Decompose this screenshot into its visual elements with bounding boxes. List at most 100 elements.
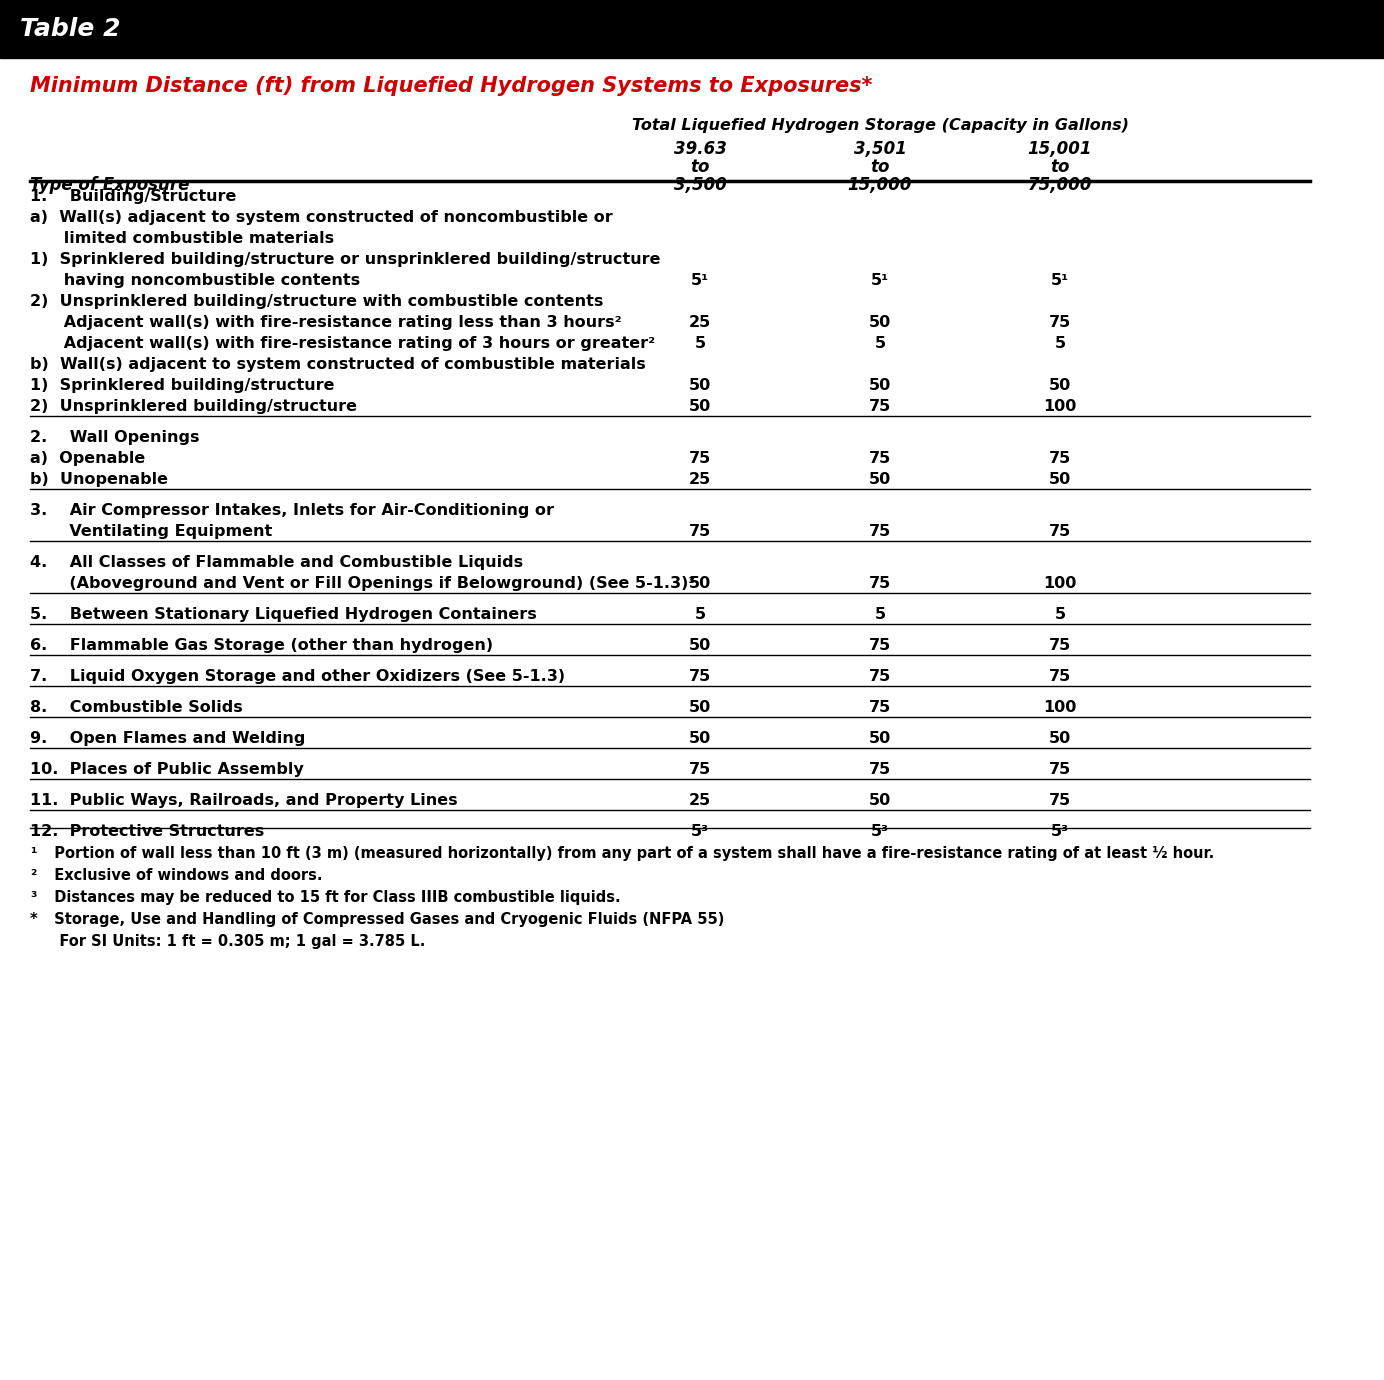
Text: 2)  Unsprinklered building/structure: 2) Unsprinklered building/structure [30, 399, 357, 414]
Text: 2)  Unsprinklered building/structure with combustible contents: 2) Unsprinklered building/structure with… [30, 294, 603, 309]
Text: Total Liquefied Hydrogen Storage (Capacity in Gallons): Total Liquefied Hydrogen Storage (Capaci… [631, 119, 1128, 132]
Text: 5¹: 5¹ [871, 273, 889, 288]
Text: 75: 75 [869, 638, 891, 653]
Text: 5³: 5³ [1050, 824, 1068, 839]
Text: limited combustible materials: limited combustible materials [30, 230, 334, 246]
Text: 25: 25 [689, 315, 711, 330]
Text: 75: 75 [689, 762, 711, 777]
Text: b)  Unopenable: b) Unopenable [30, 472, 167, 487]
Text: Table 2: Table 2 [19, 17, 120, 41]
Text: 75: 75 [1049, 762, 1071, 777]
Text: 15,000: 15,000 [848, 177, 912, 195]
Text: 5: 5 [1055, 335, 1066, 351]
Text: 75: 75 [689, 669, 711, 684]
Text: 75: 75 [1049, 451, 1071, 466]
Text: 50: 50 [869, 731, 891, 747]
Text: 5³: 5³ [691, 824, 709, 839]
Text: 50: 50 [689, 700, 711, 715]
Text: 75: 75 [869, 669, 891, 684]
Text: 75: 75 [689, 451, 711, 466]
Text: For SI Units: 1 ft = 0.305 m; 1 gal = 3.785 L.: For SI Units: 1 ft = 0.305 m; 1 gal = 3.… [44, 934, 425, 949]
Text: to: to [871, 157, 890, 177]
Text: 75: 75 [1049, 638, 1071, 653]
Text: *: * [30, 912, 37, 927]
Text: Distances may be reduced to 15 ft for Class IIIB combustible liquids.: Distances may be reduced to 15 ft for Cl… [44, 890, 620, 905]
Text: 75,000: 75,000 [1028, 177, 1092, 195]
Text: ³: ³ [30, 890, 36, 905]
Text: Portion of wall less than 10 ft (3 m) (measured horizontally) from any part of a: Portion of wall less than 10 ft (3 m) (m… [44, 846, 1214, 861]
Text: 100: 100 [1044, 575, 1077, 591]
Text: 50: 50 [689, 575, 711, 591]
Text: a)  Openable: a) Openable [30, 451, 145, 466]
Bar [0, 0, 1384, 58]
Text: to: to [691, 157, 710, 177]
Text: 75: 75 [1049, 524, 1071, 540]
Text: 75: 75 [869, 575, 891, 591]
Text: 75: 75 [869, 700, 891, 715]
Text: 50: 50 [1049, 731, 1071, 747]
Text: 10.  Places of Public Assembly: 10. Places of Public Assembly [30, 762, 303, 777]
Text: ¹: ¹ [30, 846, 36, 861]
Text: 5.    Between Stationary Liquefied Hydrogen Containers: 5. Between Stationary Liquefied Hydrogen… [30, 607, 537, 622]
Text: 5: 5 [875, 607, 886, 622]
Text: 9.    Open Flames and Welding: 9. Open Flames and Welding [30, 731, 306, 747]
Text: 75: 75 [1049, 669, 1071, 684]
Text: 50: 50 [869, 315, 891, 330]
Text: 7.    Liquid Oxygen Storage and other Oxidizers (See 5-1.3): 7. Liquid Oxygen Storage and other Oxidi… [30, 669, 565, 684]
Text: 8.    Combustible Solids: 8. Combustible Solids [30, 700, 242, 715]
Text: 2.    Wall Openings: 2. Wall Openings [30, 431, 199, 444]
Text: 50: 50 [1049, 378, 1071, 393]
Text: 50: 50 [689, 638, 711, 653]
Text: 100: 100 [1044, 399, 1077, 414]
Text: 100: 100 [1044, 700, 1077, 715]
Text: 25: 25 [689, 793, 711, 809]
Text: Storage, Use and Handling of Compressed Gases and Cryogenic Fluids (NFPA 55): Storage, Use and Handling of Compressed … [44, 912, 724, 927]
Text: 75: 75 [1049, 315, 1071, 330]
Text: 50: 50 [869, 378, 891, 393]
Text: (Aboveground and Vent or Fill Openings if Belowground) (See 5-1.3)³: (Aboveground and Vent or Fill Openings i… [30, 575, 695, 591]
Text: 39.63: 39.63 [674, 139, 727, 157]
Text: Minimum Distance (ft) from Liquefied Hydrogen Systems to Exposures*: Minimum Distance (ft) from Liquefied Hyd… [30, 76, 872, 97]
Text: 1)  Sprinklered building/structure or unsprinklered building/structure: 1) Sprinklered building/structure or uns… [30, 253, 660, 266]
Text: 4.    All Classes of Flammable and Combustible Liquids: 4. All Classes of Flammable and Combusti… [30, 555, 523, 570]
Text: 75: 75 [869, 451, 891, 466]
Text: 5: 5 [1055, 607, 1066, 622]
Text: Ventilating Equipment: Ventilating Equipment [30, 524, 273, 540]
Text: 50: 50 [689, 378, 711, 393]
Text: 50: 50 [869, 472, 891, 487]
Text: 5: 5 [695, 335, 706, 351]
Text: 75: 75 [869, 762, 891, 777]
Text: 5: 5 [695, 607, 706, 622]
Text: 3,500: 3,500 [674, 177, 727, 195]
Text: having noncombustible contents: having noncombustible contents [30, 273, 360, 288]
Text: Adjacent wall(s) with fire-resistance rating less than 3 hours²: Adjacent wall(s) with fire-resistance ra… [30, 315, 621, 330]
Text: 50: 50 [1049, 472, 1071, 487]
Text: 75: 75 [1049, 793, 1071, 809]
Text: 50: 50 [689, 731, 711, 747]
Text: 3.    Air Compressor Intakes, Inlets for Air-Conditioning or: 3. Air Compressor Intakes, Inlets for Ai… [30, 502, 554, 518]
Text: 5¹: 5¹ [691, 273, 709, 288]
Text: Exclusive of windows and doors.: Exclusive of windows and doors. [44, 868, 322, 883]
Text: 75: 75 [689, 524, 711, 540]
Text: 11.  Public Ways, Railroads, and Property Lines: 11. Public Ways, Railroads, and Property… [30, 793, 458, 809]
Text: a)  Wall(s) adjacent to system constructed of noncombustible or: a) Wall(s) adjacent to system constructe… [30, 210, 613, 225]
Text: 12.  Protective Structures: 12. Protective Structures [30, 824, 264, 839]
Text: b)  Wall(s) adjacent to system constructed of combustible materials: b) Wall(s) adjacent to system constructe… [30, 357, 646, 373]
Text: 25: 25 [689, 472, 711, 487]
Text: 15,001: 15,001 [1028, 139, 1092, 157]
Text: 5: 5 [875, 335, 886, 351]
Text: 3,501: 3,501 [854, 139, 907, 157]
Text: 6.    Flammable Gas Storage (other than hydrogen): 6. Flammable Gas Storage (other than hyd… [30, 638, 493, 653]
Text: Adjacent wall(s) with fire-resistance rating of 3 hours or greater²: Adjacent wall(s) with fire-resistance ra… [30, 335, 655, 351]
Text: Type of Exposure: Type of Exposure [30, 177, 190, 195]
Text: 5³: 5³ [871, 824, 889, 839]
Text: 50: 50 [869, 793, 891, 809]
Text: 5¹: 5¹ [1050, 273, 1068, 288]
Text: 1.    Building/Structure: 1. Building/Structure [30, 189, 237, 204]
Text: 50: 50 [689, 399, 711, 414]
Text: to: to [1050, 157, 1070, 177]
Text: ²: ² [30, 868, 36, 883]
Text: 1)  Sprinklered building/structure: 1) Sprinklered building/structure [30, 378, 335, 393]
Text: 75: 75 [869, 399, 891, 414]
Text: 75: 75 [869, 524, 891, 540]
